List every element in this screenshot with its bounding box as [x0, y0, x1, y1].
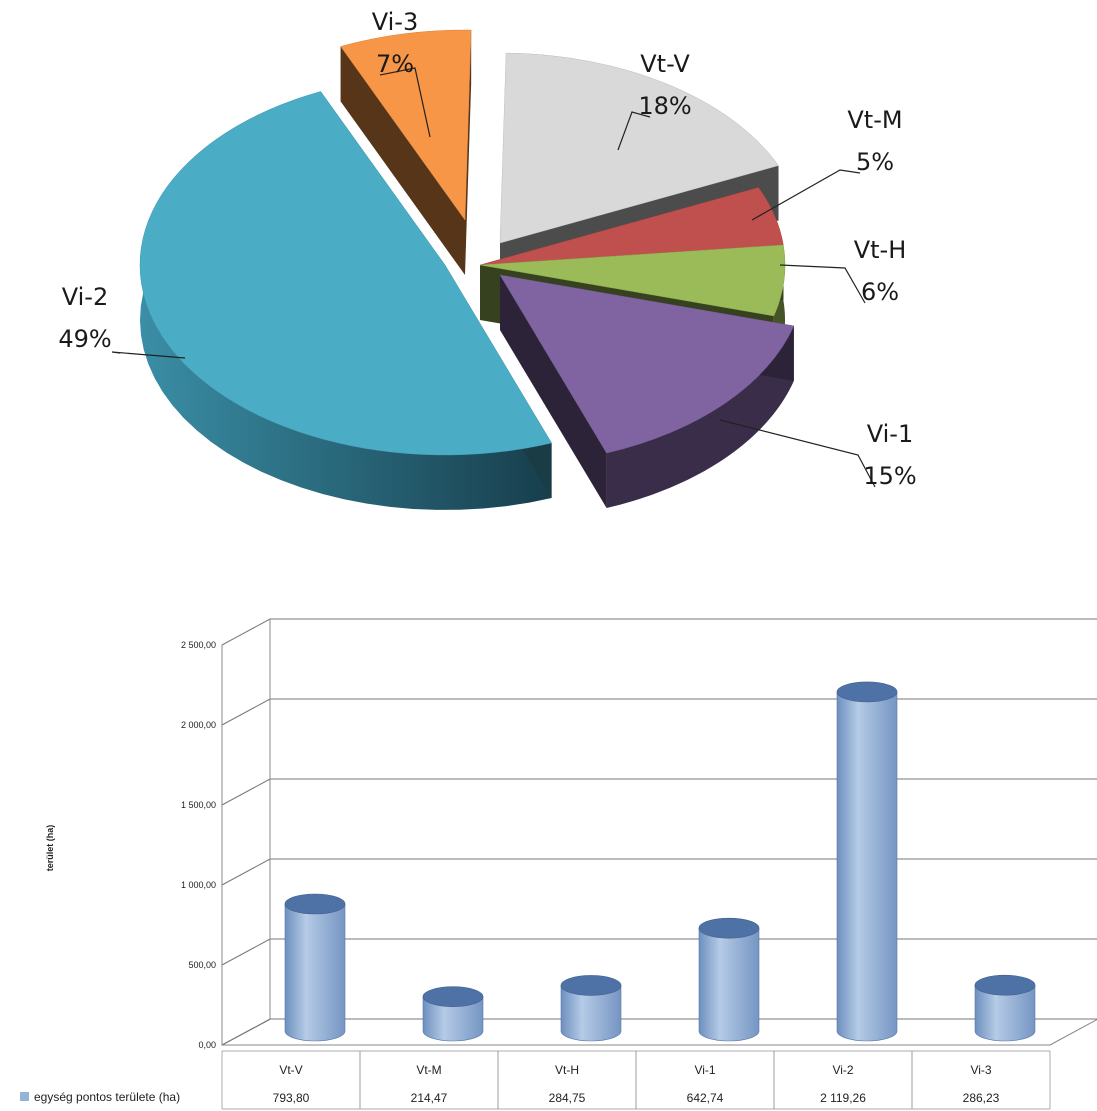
category-label-vi-2: Vi-2 — [832, 1063, 853, 1077]
pie-leader-vt-m — [751, 169, 861, 221]
gridline — [221, 698, 1097, 726]
category-label-vi-1: Vi-1 — [694, 1063, 715, 1077]
category-label-vt-v: Vt-V — [279, 1063, 302, 1077]
pie-slice-vi-3 — [340, 29, 472, 276]
pie-percent-vi-3: 7% — [376, 50, 414, 78]
value-label-vi-3: 286,23 — [963, 1091, 1000, 1105]
y-tick-label: 2 500,00 — [181, 640, 216, 650]
gridline — [221, 938, 1097, 966]
y-tick-label: 500,00 — [188, 960, 216, 970]
gridline — [221, 858, 1097, 886]
pie-percent-vi-1: 15% — [863, 462, 916, 490]
bar-vi-3 — [974, 974, 1036, 1042]
pie-leader-vi-1 — [719, 419, 876, 488]
pie-chart: Vt-V 18% Vt-M 5% Vt-H 6% Vi-1 15% Vi-2 49% Vi-3 7% — [58, 8, 917, 510]
y-tick-label: 2 000,00 — [181, 720, 216, 730]
gridline — [221, 1018, 1097, 1046]
y-tick-label: 0,00 — [198, 1040, 216, 1050]
pie-percent-vt-h: 6% — [861, 278, 899, 306]
bar-chart: 0,00 500,00 1 000,00 1 500,00 2 000,00 2 500,… — [20, 618, 1097, 1110]
pie-label-vt-m: Vt-M — [847, 106, 902, 134]
pie-label-vi-1: Vi-1 — [867, 420, 914, 448]
pie-percent-vt-v: 18% — [638, 92, 691, 120]
bar-vi-1 — [698, 917, 760, 1042]
gridline — [221, 778, 1097, 806]
pie-leader-vt-h — [779, 264, 866, 304]
value-label-vt-h: 284,75 — [549, 1091, 586, 1105]
table-cell — [911, 1050, 1051, 1110]
bar-vt-m — [422, 986, 484, 1042]
value-label-vi-1: 642,74 — [687, 1091, 724, 1105]
pie-label-vi-2: Vi-2 — [62, 283, 109, 311]
pie-slice-vi-2 — [139, 91, 552, 510]
value-label-vt-v: 793,80 — [273, 1091, 310, 1105]
category-label-vt-h: Vt-H — [555, 1063, 579, 1077]
gridline — [221, 618, 1097, 646]
bar-vt-v — [284, 893, 346, 1042]
pie-leader-vi-3 — [379, 67, 431, 138]
value-label-vt-m: 214,47 — [411, 1091, 448, 1105]
pie-percent-vi-2: 49% — [58, 325, 111, 353]
y-tick-label: 1 000,00 — [181, 880, 216, 890]
bar-vi-2 — [836, 681, 898, 1042]
y-axis-title: terület (ha) — [45, 825, 55, 872]
category-label-vi-3: Vi-3 — [970, 1063, 991, 1077]
value-label-vi-2: 2 119,26 — [820, 1091, 866, 1105]
legend-swatch — [20, 1092, 29, 1101]
bar-vt-h — [560, 975, 622, 1042]
category-label-vt-m: Vt-M — [416, 1063, 441, 1077]
pie-leader-vi-2 — [111, 351, 186, 359]
pie-percent-vt-m: 5% — [856, 148, 894, 176]
pie-label-vt-h: Vt-H — [854, 236, 907, 264]
pie-leader-vt-v — [617, 111, 651, 151]
pie-label-vi-3: Vi-3 — [372, 8, 419, 36]
pie-slice-vi-1 — [499, 274, 795, 509]
pie-label-vt-v: Vt-V — [640, 50, 690, 78]
y-tick-label: 1 500,00 — [181, 800, 216, 810]
legend-label: egység pontos területe (ha) — [34, 1090, 180, 1104]
